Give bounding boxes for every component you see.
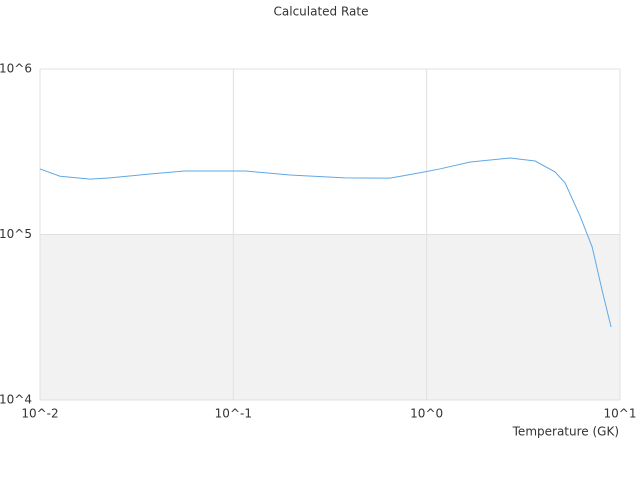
chart-title: Calculated Rate — [274, 5, 369, 19]
plot-band — [40, 234, 620, 400]
x-tick-label: 10^0 — [410, 407, 443, 421]
y-tick-label: 10^6 — [0, 62, 32, 76]
x-axis-label: Temperature (GK) — [512, 425, 619, 439]
x-tick-label: 10^-2 — [21, 407, 58, 421]
x-tick-label: 10^1 — [604, 407, 637, 421]
y-tick-label: 10^5 — [0, 227, 32, 241]
x-tick-label: 10^-1 — [215, 407, 252, 421]
data-line — [39, 157, 612, 328]
y-tick-label: 10^4 — [0, 393, 32, 407]
